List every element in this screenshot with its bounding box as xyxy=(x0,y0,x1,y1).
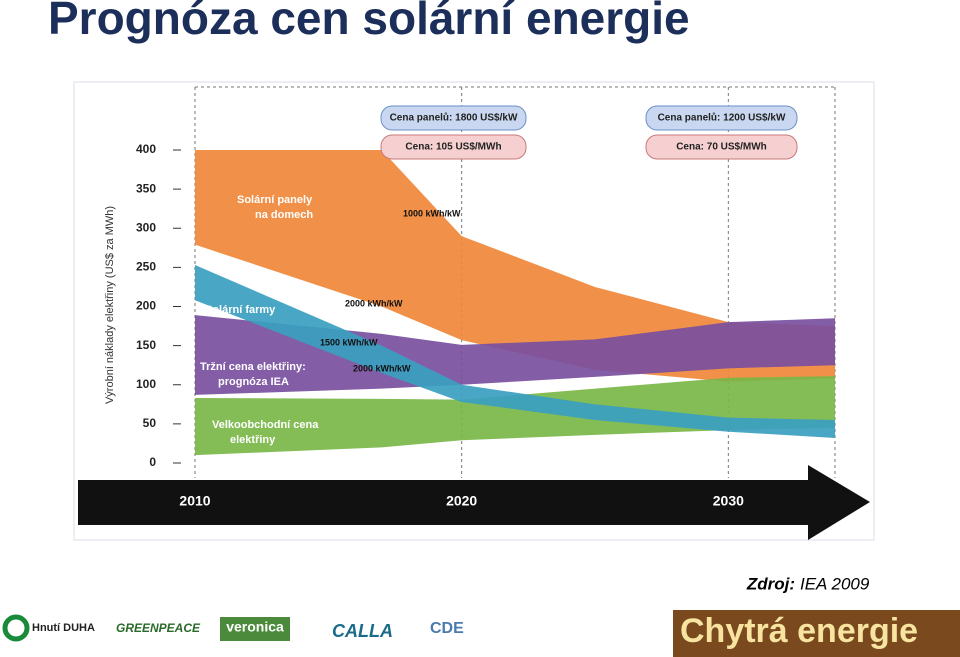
annotation: 1500 kWh/kW xyxy=(320,337,378,347)
band xyxy=(195,150,835,382)
y-tick-label: 250 xyxy=(136,260,156,274)
y-tick-label: 0 xyxy=(149,455,156,469)
logo: GREENPEACE xyxy=(116,621,201,635)
price-box xyxy=(645,105,798,131)
source-label: Zdroj: xyxy=(746,574,795,593)
y-tick-label: 350 xyxy=(136,181,156,195)
logo: veronica xyxy=(226,619,284,635)
logo-icon xyxy=(2,614,30,642)
price-box-label: Cena: 105 US$/MWh xyxy=(405,142,501,153)
y-tick-label: 100 xyxy=(136,377,156,391)
logo: CALLA xyxy=(332,621,393,641)
logos: Hnutí DUHA GREENPEACE veronica CALLA CDE… xyxy=(2,610,960,657)
annotation: 1000 kWh/kW xyxy=(403,208,461,218)
band xyxy=(195,376,835,456)
y-tick-label: 150 xyxy=(136,338,156,352)
x-tick-label: 2030 xyxy=(713,493,744,509)
y-tick-label: 200 xyxy=(136,299,156,313)
logo: Hnutí DUHA xyxy=(32,622,95,634)
price-box-label: Cena panelů: 1200 US$/kW xyxy=(658,112,786,124)
series-label: Solární farmy xyxy=(205,304,276,316)
y-tick-label: 400 xyxy=(136,142,156,156)
price-box xyxy=(380,134,527,160)
series-label: Solární panely na domech xyxy=(237,194,313,221)
x-tick-label: 2020 xyxy=(446,493,477,509)
price-box-label: Cena: 70 US$/MWh xyxy=(676,142,767,153)
time-arrow xyxy=(78,465,870,540)
slide-title: Prognóza cen solární energie xyxy=(48,0,690,44)
y-tick-label: 50 xyxy=(143,416,157,430)
price-box xyxy=(380,105,527,131)
band xyxy=(195,265,835,438)
logo: CDE xyxy=(430,620,464,637)
logo: Chytrá energie xyxy=(680,612,918,650)
annotation: 2000 kWh/kW xyxy=(353,363,411,373)
x-tick-label: 2010 xyxy=(179,493,210,509)
price-box-label: Cena panelů: 1800 US$/kW xyxy=(390,112,518,124)
annotation: 2000 kWh/kW xyxy=(345,298,403,308)
logo-box xyxy=(673,610,960,657)
series-label: Velkoobchodní cena elektřiny xyxy=(212,419,319,446)
y-axis-label: Výrobní náklady elektřiny (US$ za MWh) xyxy=(104,206,116,404)
price-box xyxy=(645,134,798,160)
series-label: Tržní cena elektřiny: prognóza IEA xyxy=(200,361,306,388)
logo-box xyxy=(220,617,290,641)
source-text: IEA 2009 xyxy=(800,574,870,593)
y-tick-label: 300 xyxy=(136,220,156,234)
